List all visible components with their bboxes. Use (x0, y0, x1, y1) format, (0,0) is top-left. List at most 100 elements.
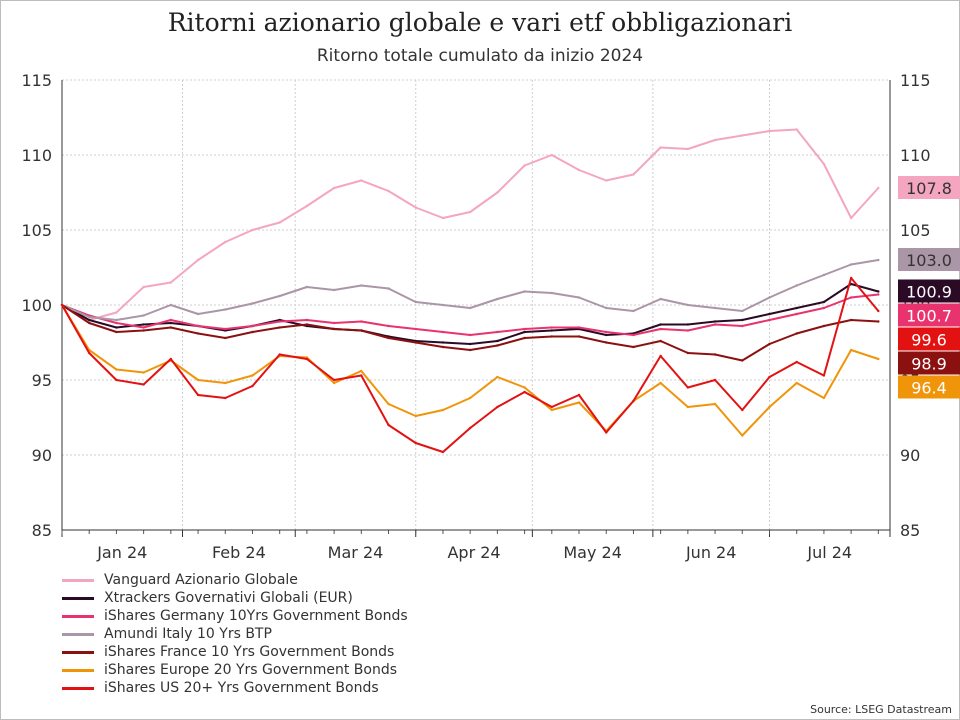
data-point (632, 345, 635, 349)
legend-swatch (62, 650, 94, 654)
data-point (849, 216, 853, 220)
data-point (577, 335, 581, 338)
end-labels: 107.8 103.0 100.9 100.7 99.6 98.9 96.4 (898, 176, 960, 399)
y-tick-label-left: 95 (32, 371, 52, 390)
data-point (360, 320, 363, 323)
data-point (632, 399, 635, 403)
legend-item: iShares US 20+ Yrs Government Bonds (62, 679, 408, 697)
data-point (795, 332, 798, 335)
data-point (251, 330, 254, 334)
data-point (849, 276, 853, 280)
data-point (142, 314, 145, 317)
data-point (550, 408, 554, 412)
data-point (686, 323, 690, 326)
data-point (496, 297, 499, 301)
data-point (115, 326, 118, 329)
data-point (387, 423, 390, 427)
data-point (441, 450, 445, 454)
y-tick-label-left: 85 (32, 521, 52, 540)
legend-swatch (62, 668, 94, 672)
data-point (251, 228, 254, 232)
data-point (496, 344, 499, 347)
data-point (142, 371, 145, 374)
data-point (278, 221, 281, 224)
data-point (305, 285, 309, 289)
data-point (659, 323, 662, 326)
data-point (632, 173, 635, 176)
series-line-3 (61, 259, 879, 321)
data-point (877, 258, 880, 262)
y-tick-label-right: 115 (900, 71, 931, 90)
data-point (414, 414, 417, 418)
data-point (196, 393, 200, 397)
data-point (224, 308, 227, 311)
data-point (713, 353, 717, 356)
end-label-1: 100.9 (898, 279, 960, 303)
data-point (387, 336, 390, 340)
data-point (577, 326, 581, 329)
y-tick-label-right: 85 (900, 521, 920, 540)
data-point (577, 168, 581, 172)
data-point (224, 240, 227, 244)
data-point (115, 330, 118, 334)
series-line-0 (61, 128, 880, 321)
data-point (768, 405, 771, 409)
data-point (550, 326, 554, 329)
x-tick-label: Mar 24 (328, 543, 384, 562)
legend-swatch (62, 578, 94, 582)
data-point (877, 290, 880, 293)
data-point (387, 402, 390, 406)
end-label-0: 107.8 (898, 176, 960, 199)
data-point (278, 294, 281, 298)
data-point (332, 288, 336, 292)
data-point (605, 431, 608, 434)
data-point (387, 287, 390, 290)
data-point (713, 320, 717, 323)
data-point (414, 327, 417, 331)
data-point (88, 315, 91, 319)
end-label-text: 100.9 (906, 283, 952, 302)
legend-label: Xtrackers Governativi Globali (EUR) (104, 590, 353, 606)
data-point (496, 330, 499, 334)
data-point (360, 374, 363, 377)
data-point (686, 303, 690, 307)
data-point (577, 296, 581, 299)
data-point (795, 306, 798, 310)
data-point (360, 179, 363, 182)
legend-item: Amundi Italy 10 Yrs BTP (62, 625, 408, 643)
data-point (441, 216, 445, 220)
data-point (659, 297, 662, 301)
data-point (741, 359, 744, 362)
series-lines (60, 128, 880, 454)
legend-label: iShares Europe 20 Yrs Government Bonds (104, 662, 398, 678)
data-point (686, 405, 690, 409)
data-point (741, 134, 744, 137)
data-point (605, 341, 608, 344)
data-point (441, 408, 445, 412)
legend-item: iShares Germany 10Yrs Government Bonds (62, 607, 408, 625)
data-point (441, 345, 445, 349)
data-point (659, 354, 662, 358)
series-line-4 (61, 304, 879, 362)
end-label-5: 96.4 (898, 375, 960, 399)
data-point (822, 273, 826, 277)
data-point (741, 434, 744, 437)
end-label-4: 98.9 (898, 351, 960, 375)
data-point (251, 324, 254, 328)
data-point (305, 323, 309, 326)
data-point (713, 378, 717, 382)
data-point (387, 189, 390, 193)
data-point (523, 386, 526, 389)
data-point (278, 326, 281, 329)
chart-subtitle: Ritorno totale cumulato da inizio 2024 (316, 46, 644, 66)
data-point (468, 426, 472, 430)
data-point (88, 351, 91, 355)
end-label-box (898, 279, 960, 303)
data-point (768, 375, 771, 379)
data-point (822, 324, 826, 328)
end-label-text: 96.4 (911, 379, 947, 398)
data-point (468, 342, 472, 346)
data-point (332, 381, 336, 385)
legend-label: iShares Germany 10Yrs Government Bonds (104, 608, 408, 624)
legend-label: iShares US 20+ Yrs Government Bonds (104, 680, 379, 696)
